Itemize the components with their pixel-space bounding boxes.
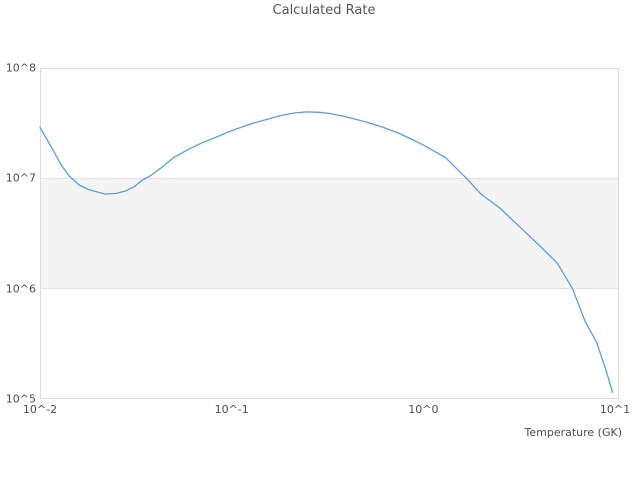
x-tick-label: 10^-1 bbox=[214, 403, 249, 416]
y-tick-label: 10^8 bbox=[5, 61, 36, 75]
shaded-band bbox=[40, 178, 619, 289]
rate-curve bbox=[39, 111, 614, 393]
y-tick-label: 10^5 bbox=[5, 392, 36, 406]
x-tick-label: 10^0 bbox=[408, 403, 439, 416]
plot-frame bbox=[40, 68, 619, 399]
y-tick-label: 10^6 bbox=[5, 282, 36, 296]
chart-title: Calculated Rate bbox=[272, 3, 376, 18]
x-tick-label: 10^-2 bbox=[22, 403, 58, 416]
x-tick-label: 10^1 bbox=[599, 403, 631, 416]
x-axis-title: Temperature (GK) bbox=[524, 426, 623, 439]
y-tick-label: 10^7 bbox=[5, 171, 36, 185]
